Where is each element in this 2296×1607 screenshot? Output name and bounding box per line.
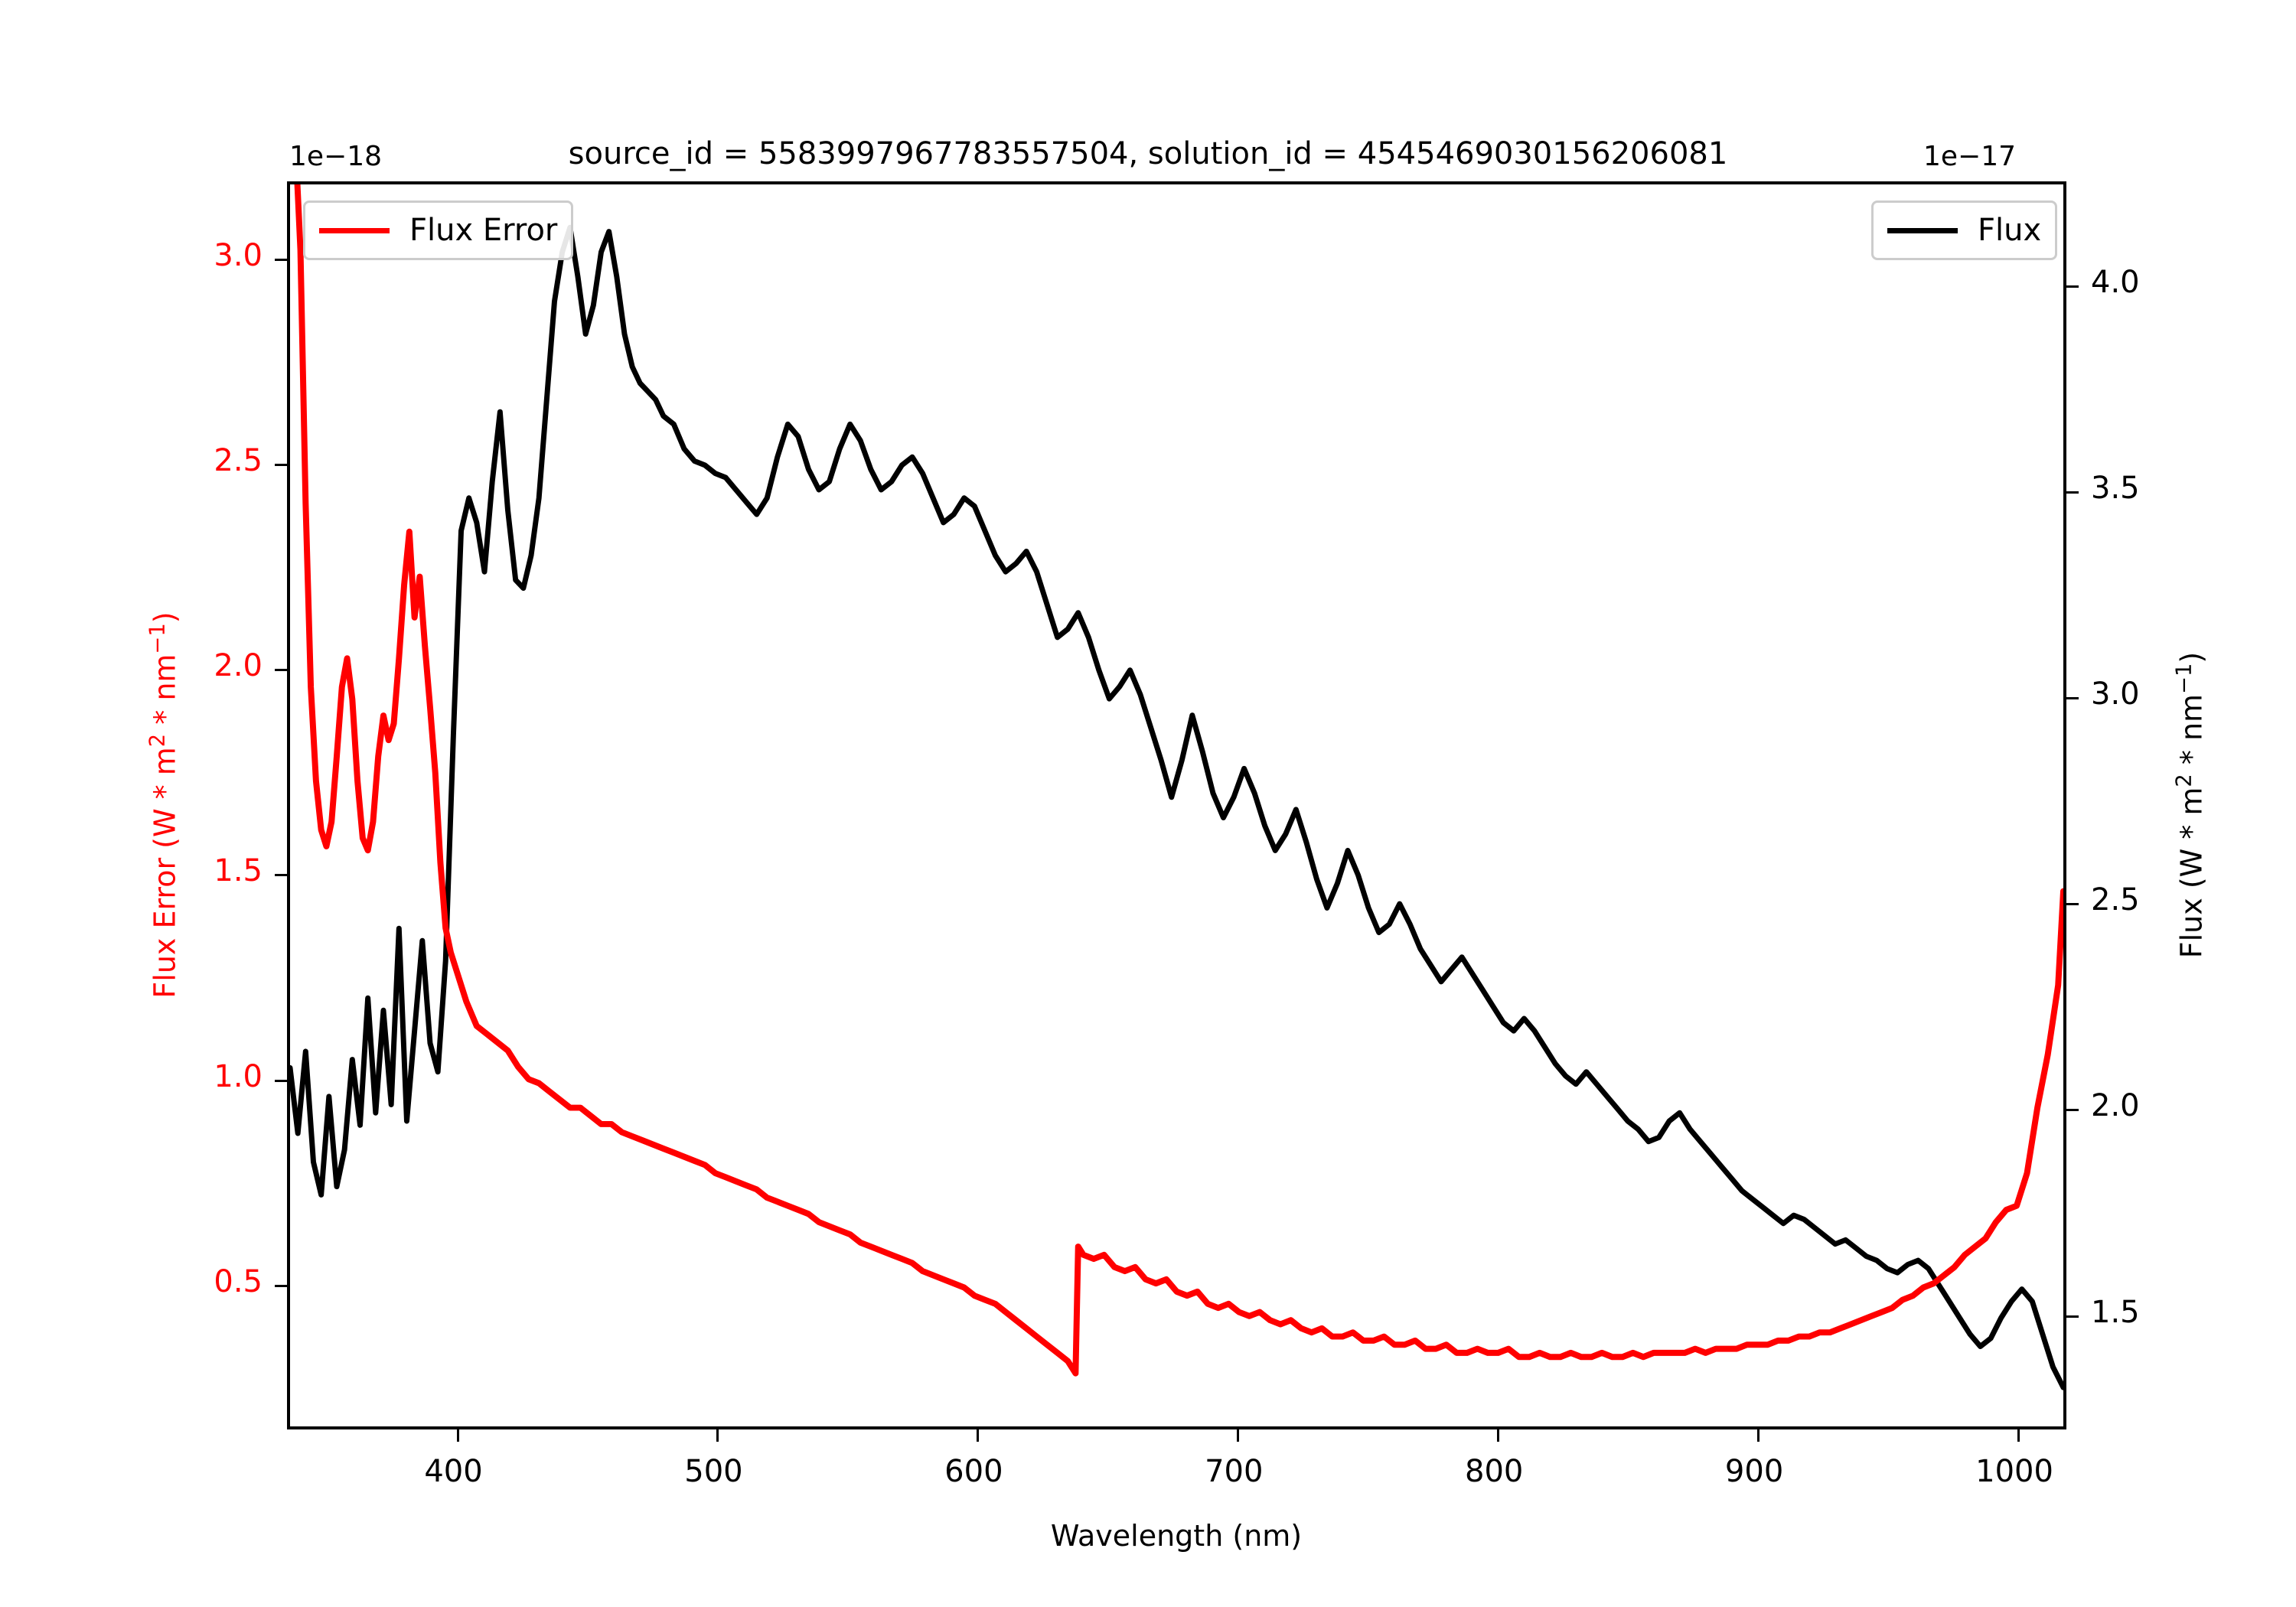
x-tick-600 bbox=[977, 1428, 980, 1442]
y-left-ticklabel-1.5: 1.5 bbox=[214, 853, 263, 889]
y-left-ticklabel-2.5: 2.5 bbox=[214, 442, 263, 478]
left-axis-title: Flux Error (W * m2 * nm−1) bbox=[146, 611, 182, 998]
x-tick-1000 bbox=[2017, 1428, 2020, 1442]
right-axis-title: Flux (W * m2 * nm−1) bbox=[2173, 652, 2209, 959]
x-ticklabel-400: 400 bbox=[424, 1454, 483, 1489]
x-tick-800 bbox=[1497, 1428, 1500, 1442]
page-title: source_id = 5583997967783557504, solutio… bbox=[568, 136, 1728, 171]
x-ticklabel-900: 900 bbox=[1724, 1454, 1784, 1489]
right-axis-title-prefix: Flux (W * m bbox=[2174, 787, 2209, 959]
y-left-ticklabel-0.5: 0.5 bbox=[214, 1263, 263, 1299]
y-left-tick-1.5 bbox=[275, 874, 289, 877]
x-tick-400 bbox=[456, 1428, 459, 1442]
x-tick-700 bbox=[1237, 1428, 1240, 1442]
flux-error-legend-swatch-icon bbox=[319, 227, 390, 233]
y-right-tick-2.0 bbox=[2065, 1109, 2079, 1112]
y-left-tick-1.0 bbox=[275, 1079, 289, 1082]
right-axis-title-sup1: 2 bbox=[2172, 774, 2197, 787]
x-tick-500 bbox=[716, 1428, 719, 1442]
y-left-ticklabel-3.0: 3.0 bbox=[214, 237, 263, 273]
y-left-ticklabel-1.0: 1.0 bbox=[214, 1058, 263, 1094]
left-axis-title-suffix: ) bbox=[148, 611, 182, 624]
right-axis-title-sup2: −1 bbox=[2172, 663, 2197, 694]
y-left-tick-0.5 bbox=[275, 1284, 289, 1287]
x-axis-title: Wavelength (nm) bbox=[1050, 1519, 1303, 1553]
y-left-ticklabel-2.0: 2.0 bbox=[214, 648, 263, 684]
left-axis-title-mid: * nm bbox=[148, 654, 182, 734]
left-axis-offset-text: 1e−18 bbox=[289, 141, 383, 172]
legend-flux: Flux bbox=[1871, 200, 2058, 260]
y-right-tick-2.5 bbox=[2065, 903, 2079, 906]
plot-canvas bbox=[290, 184, 2063, 1390]
flux-line bbox=[290, 224, 2063, 1390]
y-right-ticklabel-3.0: 3.0 bbox=[2091, 676, 2140, 712]
y-left-tick-3.0 bbox=[275, 258, 289, 261]
y-right-ticklabel-2.5: 2.5 bbox=[2091, 882, 2140, 918]
y-left-tick-2.5 bbox=[275, 463, 289, 466]
plot-area bbox=[275, 181, 2079, 1442]
y-right-tick-4.0 bbox=[2065, 285, 2079, 288]
left-axis-title-prefix: Flux Error (W * m bbox=[148, 747, 182, 999]
flux-error-line bbox=[294, 184, 2063, 1377]
x-ticklabel-700: 700 bbox=[1205, 1454, 1264, 1489]
right-axis-title-mid: * nm bbox=[2174, 693, 2209, 774]
right-axis-offset-text: 1e−17 bbox=[1923, 141, 2017, 172]
left-axis-title-sup1: 2 bbox=[145, 733, 170, 748]
x-ticklabel-800: 800 bbox=[1465, 1454, 1524, 1489]
y-right-ticklabel-1.5: 1.5 bbox=[2091, 1294, 2140, 1330]
y-right-ticklabel-2.0: 2.0 bbox=[2091, 1088, 2140, 1124]
x-ticklabel-600: 600 bbox=[944, 1454, 1003, 1489]
y-right-tick-3.5 bbox=[2065, 491, 2079, 494]
y-right-ticklabel-3.5: 3.5 bbox=[2091, 471, 2140, 507]
right-axis-title-suffix: ) bbox=[2174, 651, 2209, 663]
left-axis-title-sup2: −1 bbox=[145, 623, 170, 654]
y-right-tick-1.5 bbox=[2065, 1315, 2079, 1318]
y-right-ticklabel-4.0: 4.0 bbox=[2091, 264, 2140, 300]
x-tick-900 bbox=[1757, 1428, 1760, 1442]
x-ticklabel-500: 500 bbox=[684, 1454, 743, 1489]
flux-legend-swatch-icon bbox=[1887, 227, 1958, 233]
flux-legend-label: Flux bbox=[1978, 213, 2042, 248]
x-ticklabel-1000: 1000 bbox=[1975, 1454, 2053, 1489]
y-right-tick-3.0 bbox=[2065, 697, 2079, 700]
flux-error-legend-label: Flux Error bbox=[409, 213, 558, 248]
y-left-tick-2.0 bbox=[275, 669, 289, 672]
legend-flux-error: Flux Error bbox=[303, 200, 574, 260]
